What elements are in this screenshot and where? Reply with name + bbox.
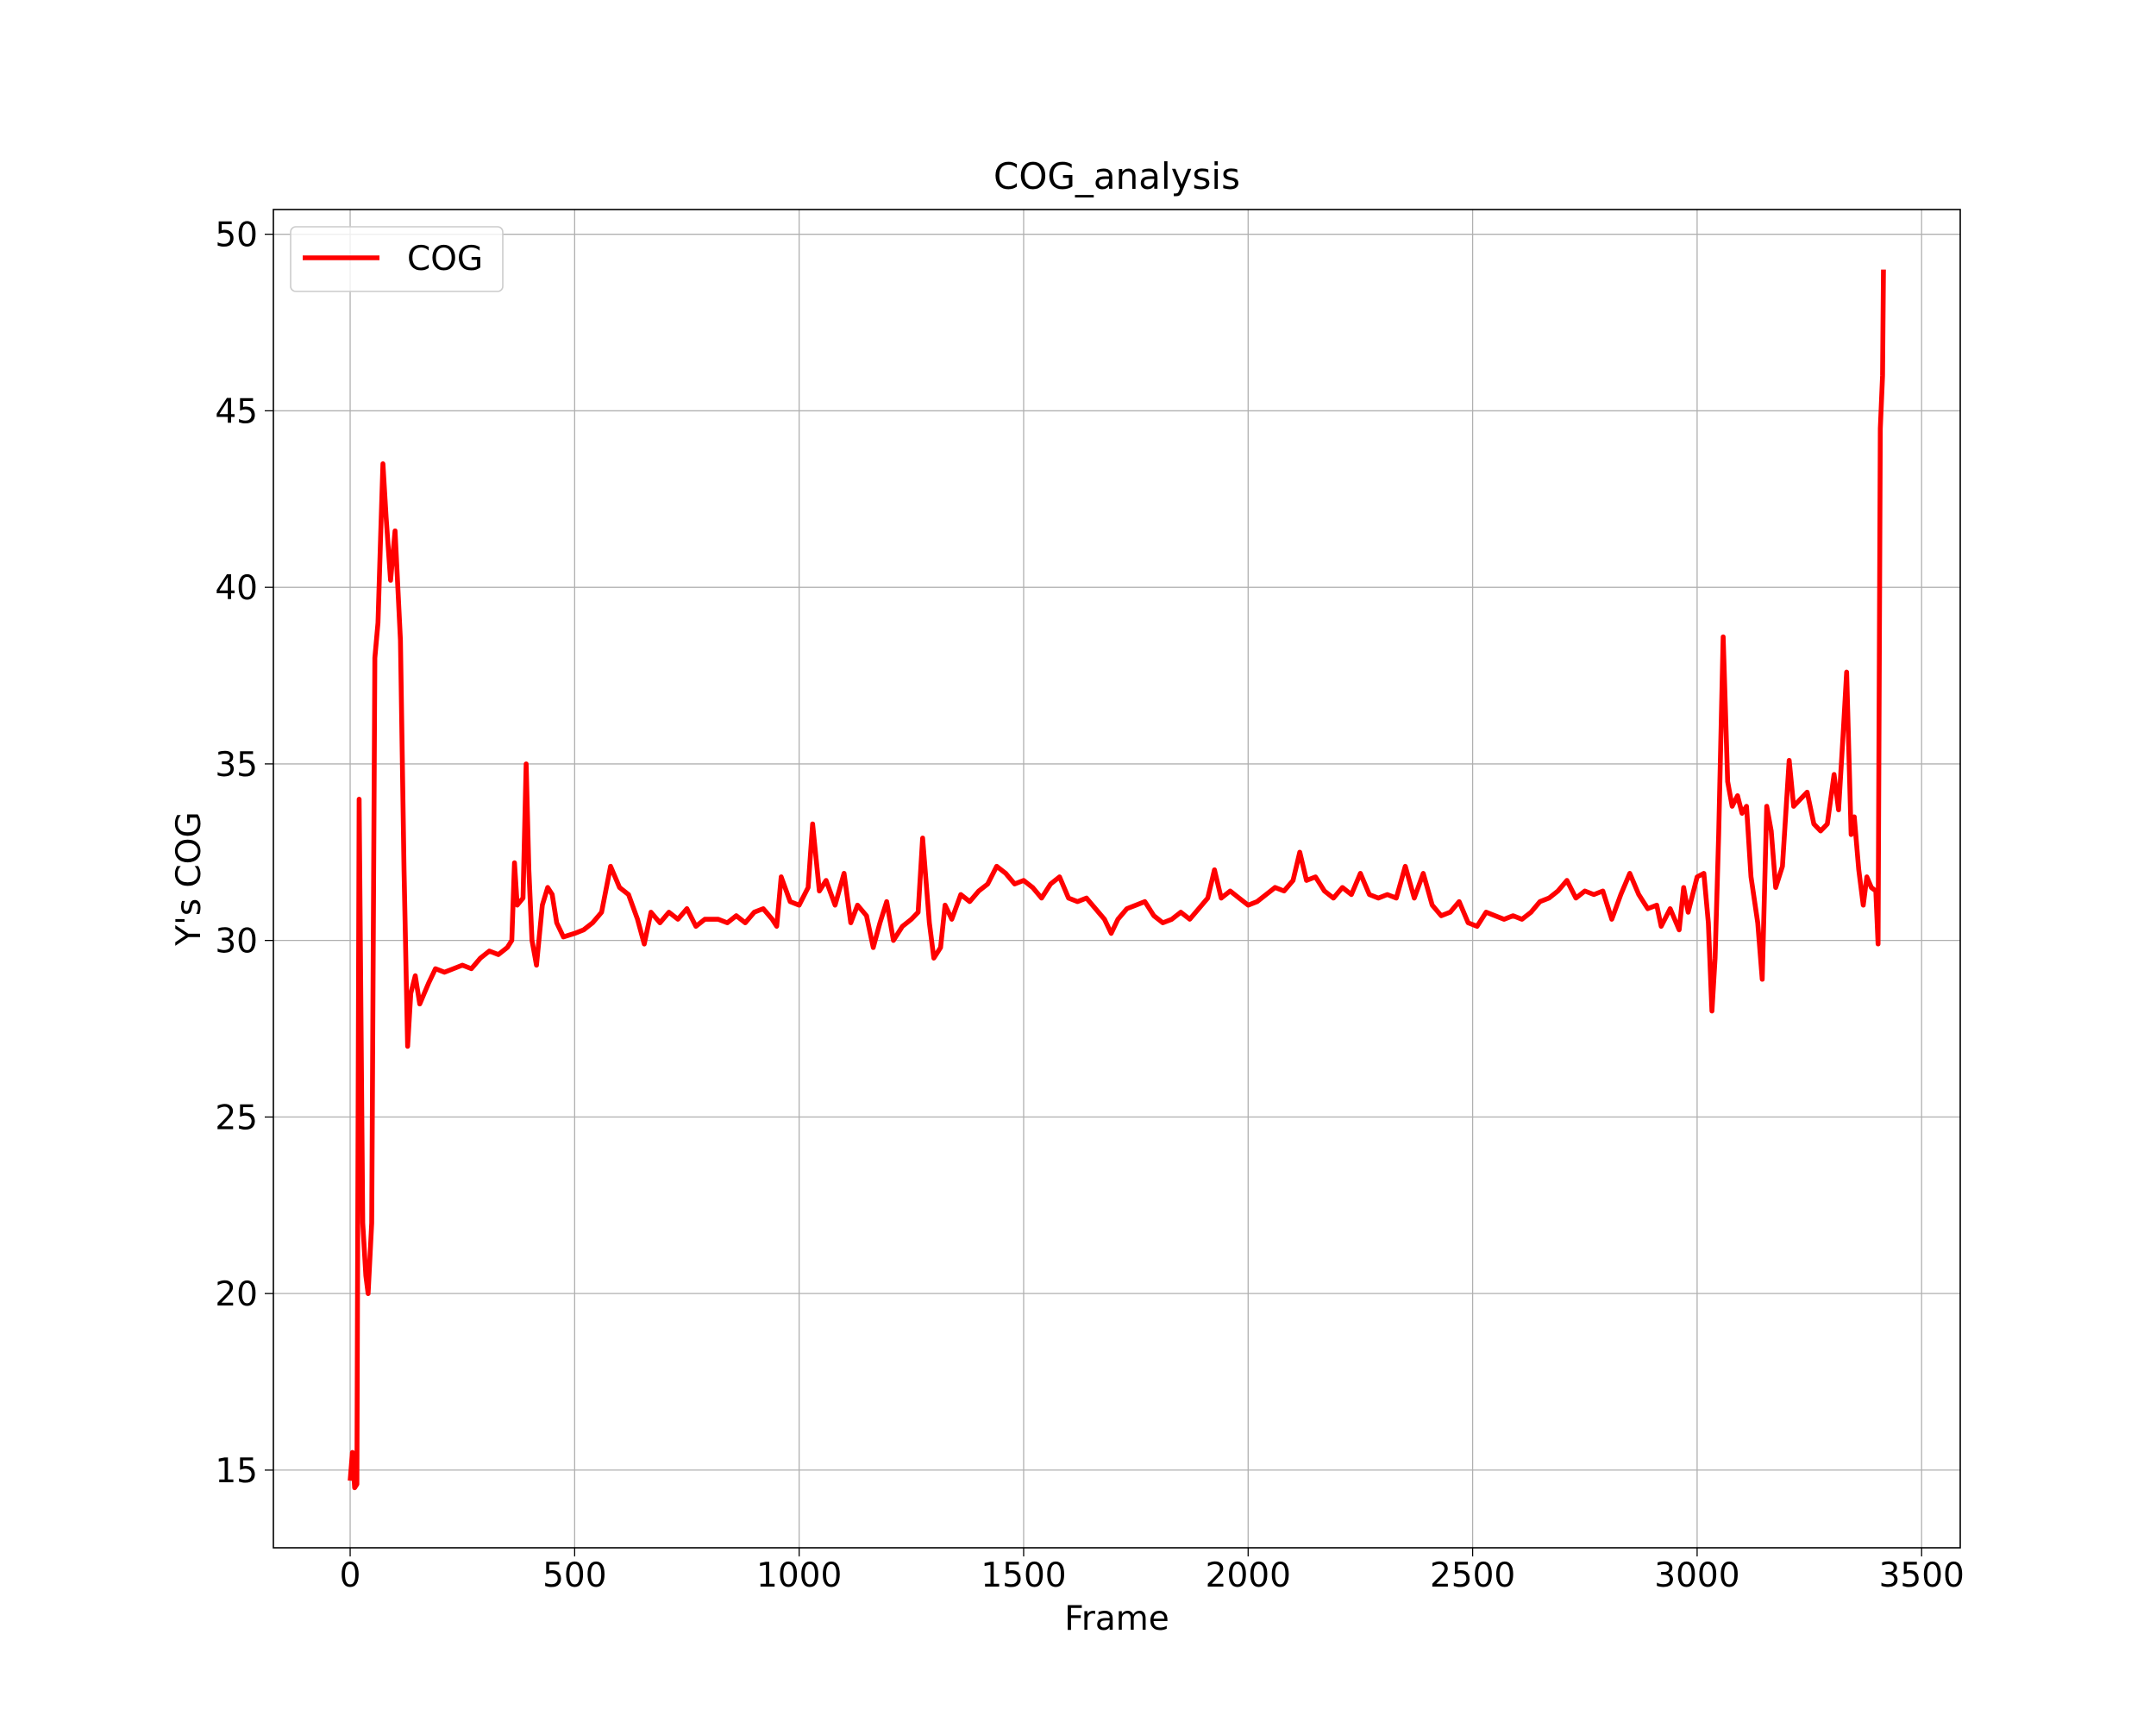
y-axis-label: Y's COG: [170, 811, 209, 946]
legend-label: COG: [407, 240, 483, 279]
x-tick-label: 500: [542, 1556, 606, 1595]
y-tick-label: 40: [215, 569, 258, 608]
plot: [348, 269, 1886, 1491]
data-line: [348, 269, 1886, 1491]
x-tick-label: 2500: [1430, 1556, 1515, 1595]
x-tick-label: 0: [340, 1556, 361, 1595]
y-tick-label: 25: [215, 1099, 258, 1137]
y-tick-label: 45: [215, 392, 258, 431]
y-tick-label: 35: [215, 746, 258, 785]
legend: COG: [290, 226, 504, 292]
y-tick-label: 30: [215, 923, 258, 961]
grid: [273, 210, 1960, 1548]
x-tick-label: 2000: [1206, 1556, 1291, 1595]
legend-box: [290, 226, 504, 292]
y-tick-label: 20: [215, 1275, 258, 1314]
y-tick-label: 15: [215, 1452, 258, 1491]
x-axis-label: Frame: [1064, 1600, 1169, 1638]
x-tick-label: 1500: [981, 1556, 1066, 1595]
y-tick-label: 50: [215, 216, 258, 255]
x-tick-label: 1000: [756, 1556, 842, 1595]
axes-frame: [273, 209, 1961, 1549]
x-tick-label: 3500: [1879, 1556, 1965, 1595]
x-tick-label: 3000: [1654, 1556, 1739, 1595]
chart-title: COG_analysis: [993, 155, 1240, 197]
